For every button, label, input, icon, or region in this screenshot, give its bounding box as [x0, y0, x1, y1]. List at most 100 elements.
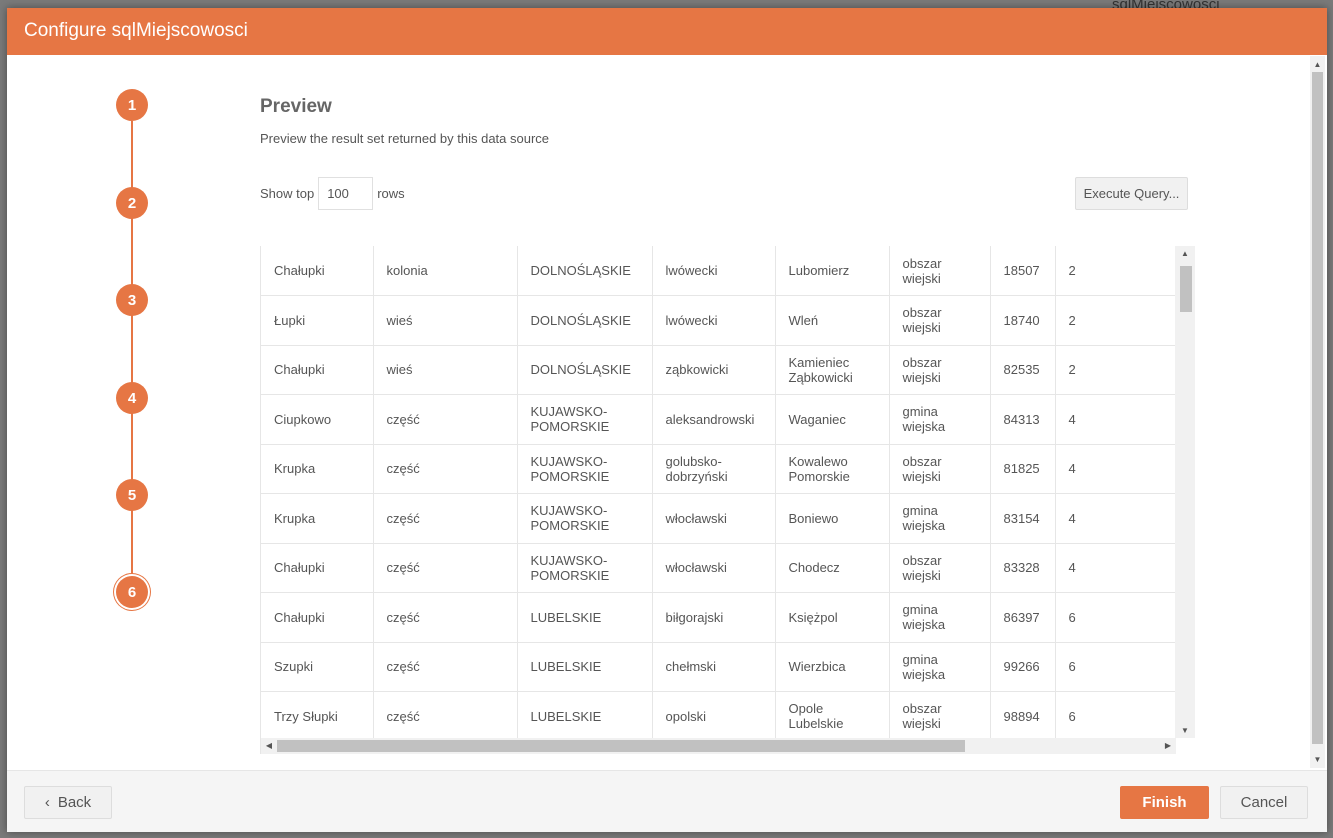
- table-cell: LUBELSKIE: [517, 691, 653, 742]
- table-row[interactable]: Łupki wieś DOLNOŚLĄSKIE lwówecki Wleń obszar …: [261, 295, 1176, 346]
- step-1[interactable]: 1: [116, 89, 148, 121]
- step-2[interactable]: 2: [116, 187, 148, 219]
- table-cell: KUJAWSKO-POMORSKIE: [517, 543, 653, 593]
- step-4[interactable]: 4: [116, 382, 148, 414]
- table-row[interactable]: Chałupki wieś DOLNOŚLĄSKIE ząbkowicki Kamien…: [261, 345, 1176, 395]
- table-row[interactable]: Ciupkowo część KUJAWSKO-POMORSKIE aleksandr…: [261, 394, 1176, 445]
- table-cell: opolski: [652, 691, 776, 742]
- stepper-line: [131, 121, 133, 596]
- execute-query-button[interactable]: Execute Query...: [1075, 177, 1188, 210]
- table-cell: lwówecki: [652, 295, 776, 346]
- table-cell: 2: [1055, 345, 1176, 395]
- table-cell: 82535: [990, 345, 1056, 395]
- table-cell: lwówecki: [652, 246, 776, 296]
- table-cell: 4: [1055, 394, 1176, 445]
- table-cell: gmina wiejska: [889, 642, 991, 692]
- page-description: Preview the result set returned by this …: [260, 131, 550, 146]
- table-row[interactable]: Trzy Słupki część LUBELSKIE opolski Opole Lu…: [261, 691, 1176, 742]
- table-cell: Chodecz: [775, 543, 890, 593]
- table-cell: KUJAWSKO-POMORSKIE: [517, 444, 653, 494]
- cancel-button[interactable]: Cancel: [1220, 786, 1308, 819]
- table-cell: Wierzbica: [775, 642, 890, 692]
- table-cell: 6: [1055, 592, 1176, 643]
- table-cell: 2: [1055, 295, 1176, 346]
- table-cell: 99266: [990, 642, 1056, 692]
- table-cell: 83154: [990, 493, 1056, 544]
- table-cell: Kamieniec Ząbkowicki: [775, 345, 890, 395]
- table-cell: część: [373, 493, 518, 544]
- dialog-scrollbar[interactable]: ▲ ▼: [1310, 56, 1325, 768]
- table-cell: włocławski: [652, 543, 776, 593]
- table-cell: 81825: [990, 444, 1056, 494]
- table-cell: 83328: [990, 543, 1056, 593]
- results-grid: Chałupki kolonia DOLNOŚLĄSKIE lwówecki Lubom…: [260, 246, 1195, 754]
- table-cell: gmina wiejska: [889, 493, 991, 544]
- table-row[interactable]: Chałupki część LUBELSKIE biłgorajski Księżpo…: [261, 592, 1176, 643]
- table-cell: wieś: [373, 345, 518, 395]
- table-cell: Opole Lubelskie: [775, 691, 890, 742]
- table-cell: 86397: [990, 592, 1056, 643]
- table-cell: 84313: [990, 394, 1056, 445]
- table-cell: 4: [1055, 444, 1176, 494]
- table-cell: Kowalewo Pomorskie: [775, 444, 890, 494]
- step-6[interactable]: 6: [116, 576, 148, 608]
- page-title: Preview: [260, 96, 332, 117]
- table-cell: 98894: [990, 691, 1056, 742]
- table-cell: włocławski: [652, 493, 776, 544]
- table-cell: część: [373, 592, 518, 643]
- table-cell: LUBELSKIE: [517, 592, 653, 643]
- table-cell: Łupki: [261, 295, 374, 346]
- table-cell: Księżpol: [775, 592, 890, 643]
- table-cell: obszar wiejski: [889, 691, 991, 742]
- finish-button[interactable]: Finish: [1120, 786, 1209, 819]
- table-cell: golubsko-dobrzyński: [652, 444, 776, 494]
- table-cell: obszar wiejski: [889, 246, 991, 296]
- back-label: Back: [57, 794, 92, 811]
- table-cell: gmina wiejska: [889, 592, 991, 643]
- back-button[interactable]: ‹ Back: [24, 786, 112, 819]
- configure-dialog: Configure sqlMiejscowosci 1 2 3 4 5 6 Preview…: [7, 8, 1327, 832]
- show-top-label: Show top: [260, 186, 315, 201]
- table-cell: część: [373, 444, 518, 494]
- table-cell: LUBELSKIE: [517, 642, 653, 692]
- table-cell: Chałupki: [261, 246, 374, 296]
- table-cell: Krupka: [261, 493, 374, 544]
- table-cell: 6: [1055, 642, 1176, 692]
- table-cell: Ciupkowo: [261, 394, 374, 445]
- table-cell: Wleń: [775, 295, 890, 346]
- table-row[interactable]: Chałupki część KUJAWSKO-POMORSKIE włocławsk…: [261, 543, 1176, 593]
- table-cell: Trzy Słupki: [261, 691, 374, 742]
- table-cell: DOLNOŚLĄSKIE: [517, 345, 653, 395]
- step-5[interactable]: 5: [116, 479, 148, 511]
- table-cell: Chałupki: [261, 592, 374, 643]
- table-cell: obszar wiejski: [889, 444, 991, 494]
- table-cell: obszar wiejski: [889, 345, 991, 395]
- table-cell: KUJAWSKO-POMORSKIE: [517, 394, 653, 445]
- grid-vertical-scrollbar[interactable]: ▲ ▼: [1175, 246, 1195, 738]
- table-cell: wieś: [373, 295, 518, 346]
- table-cell: 18740: [990, 295, 1056, 346]
- table-cell: KUJAWSKO-POMORSKIE: [517, 493, 653, 544]
- table-cell: Szupki: [261, 642, 374, 692]
- table-cell: 4: [1055, 543, 1176, 593]
- table-cell: Waganiec: [775, 394, 890, 445]
- grid-horizontal-scrollbar[interactable]: ◀ ▶: [261, 738, 1176, 754]
- table-cell: obszar wiejski: [889, 295, 991, 346]
- table-cell: aleksandrowski: [652, 394, 776, 445]
- table-cell: część: [373, 394, 518, 445]
- rows-label: rows: [377, 186, 405, 201]
- table-row[interactable]: Szupki część LUBELSKIE chełmski Wierzbica gmi…: [261, 642, 1176, 692]
- table-row[interactable]: Krupka część KUJAWSKO-POMORSKIE golubsko-do…: [261, 444, 1176, 494]
- table-cell: 2: [1055, 246, 1176, 296]
- step-3[interactable]: 3: [116, 284, 148, 316]
- table-cell: kolonia: [373, 246, 518, 296]
- table-cell: obszar wiejski: [889, 543, 991, 593]
- table-row[interactable]: Chałupki kolonia DOLNOŚLĄSKIE lwówecki Lubom…: [261, 246, 1176, 296]
- table-row[interactable]: Krupka część KUJAWSKO-POMORSKIE włocławski B…: [261, 493, 1176, 544]
- table-cell: część: [373, 691, 518, 742]
- rows-count-input[interactable]: [318, 177, 374, 210]
- table-cell: część: [373, 642, 518, 692]
- table-cell: część: [373, 543, 518, 593]
- table-cell: 6: [1055, 691, 1176, 742]
- dialog-footer: ‹ Back Finish Cancel: [7, 770, 1327, 832]
